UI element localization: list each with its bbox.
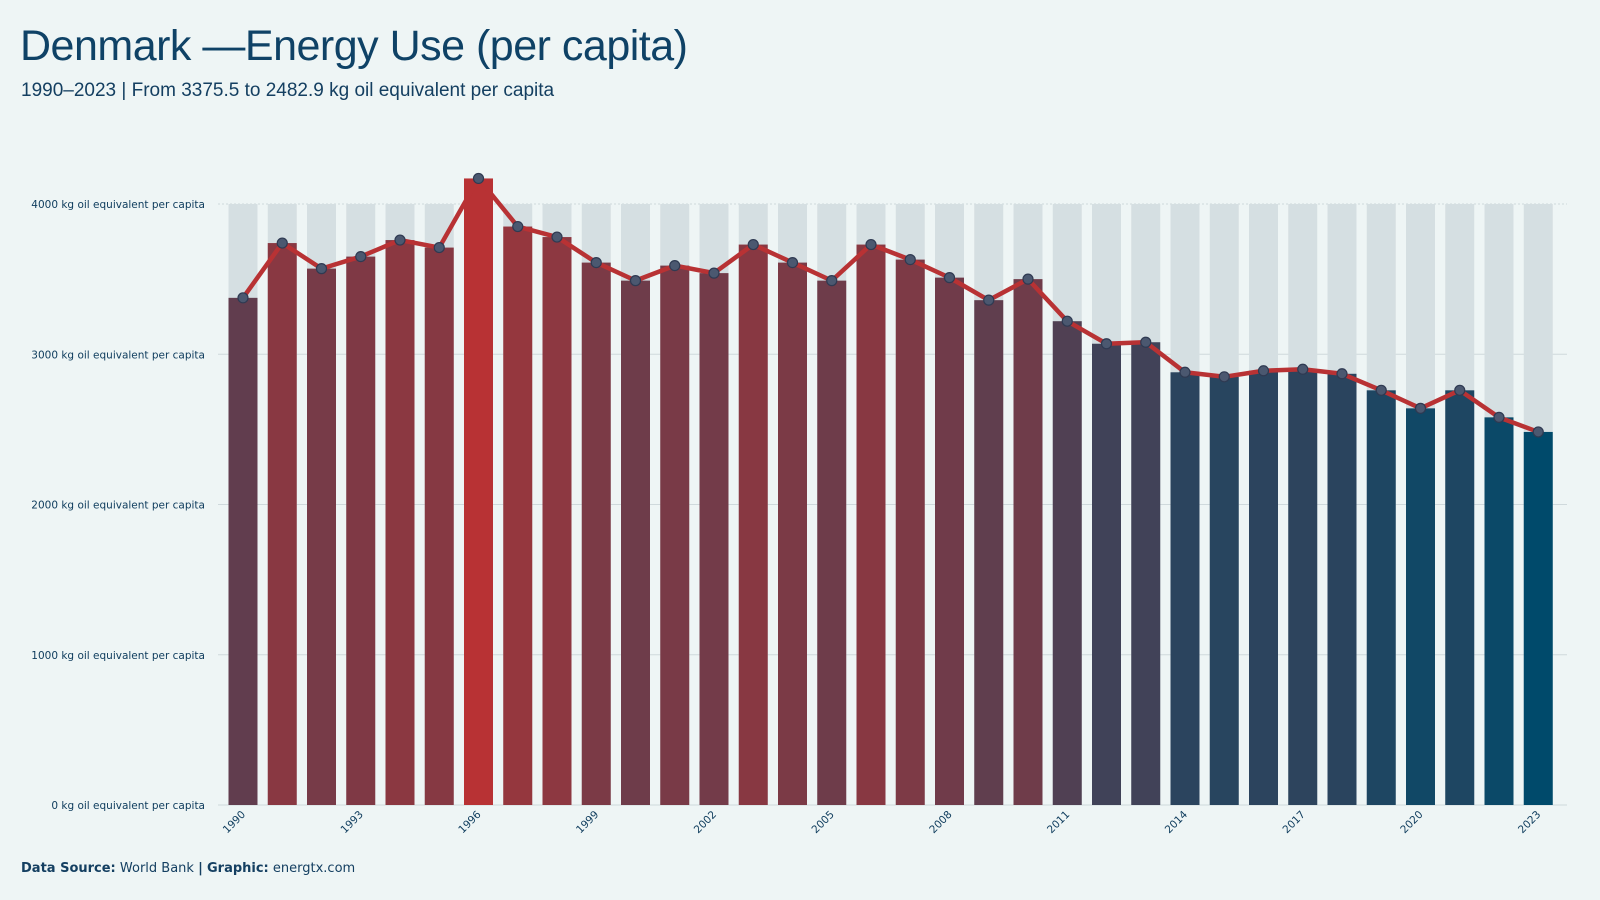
bar-2010 [1013, 279, 1043, 805]
bar-1995 [424, 247, 454, 805]
point-2016 [1257, 365, 1270, 377]
bar-2003 [738, 244, 768, 805]
point-1990 [237, 292, 249, 304]
x-tick-label: 1993 [338, 809, 365, 836]
footer-separator: | [198, 861, 203, 876]
point-2014 [1179, 366, 1191, 378]
bar-1990 [228, 297, 258, 805]
bar-1991 [267, 243, 297, 805]
bar-2020 [1406, 408, 1435, 805]
bar-2009 [974, 300, 1004, 805]
bar-2001 [660, 265, 690, 805]
y-tick-label: 3000 kg oil equivalent per capita [31, 349, 205, 361]
data-source-label: Data Source: [21, 861, 116, 876]
point-2007 [904, 253, 916, 266]
bar-2007 [895, 259, 925, 805]
point-1996 [472, 172, 485, 185]
point-2005 [826, 275, 838, 287]
x-tick-label: 2002 [692, 809, 719, 836]
x-tick-label: 2023 [1516, 809, 1543, 836]
bar-2017 [1288, 369, 1318, 805]
bar-2004 [778, 262, 807, 805]
point-2001 [669, 260, 681, 272]
point-2018 [1336, 368, 1348, 380]
bar-2005 [817, 280, 847, 805]
point-1997 [512, 220, 524, 233]
point-2023 [1532, 426, 1544, 438]
bar-2022 [1484, 417, 1514, 805]
trend-line [240, 176, 1541, 435]
bar-2023 [1523, 431, 1553, 805]
point-2010 [1022, 273, 1034, 285]
graphic-value: energtx.com [272, 861, 356, 876]
bar-2014 [1170, 372, 1200, 805]
bar-1993 [346, 256, 376, 805]
bar-2002 [699, 273, 729, 805]
data-source-value: World Bank [119, 861, 194, 876]
bar-1996 [464, 178, 493, 805]
bar-2018 [1327, 373, 1357, 805]
bar-1994 [385, 240, 415, 805]
bar-1999 [581, 262, 611, 805]
bar-2013 [1131, 342, 1161, 805]
point-1992 [315, 263, 328, 275]
point-1991 [276, 237, 288, 249]
point-2015 [1218, 371, 1230, 383]
point-2011 [1061, 315, 1073, 327]
point-2000 [629, 275, 642, 287]
point-2020 [1414, 402, 1427, 414]
bar-2019 [1366, 390, 1396, 805]
x-tick-label: 2011 [1045, 809, 1072, 836]
point-2013 [1140, 336, 1152, 348]
y-tick-label: 1000 kg oil equivalent per capita [31, 650, 205, 662]
bar-1997 [503, 226, 533, 806]
x-tick-label: 2017 [1280, 809, 1307, 836]
point-1993 [355, 250, 367, 263]
point-2021 [1454, 384, 1466, 396]
point-2022 [1493, 411, 1505, 423]
point-2017 [1297, 363, 1309, 375]
point-2006 [865, 238, 877, 251]
point-2002 [708, 267, 720, 279]
bar-2000 [621, 280, 650, 805]
point-2012 [1100, 338, 1113, 350]
chart-footer: Data Source: World Bank | Graphic: energ… [21, 861, 355, 876]
x-tick-label: 2014 [1163, 808, 1191, 836]
bar-2006 [856, 244, 886, 805]
point-2009 [983, 294, 995, 306]
point-2004 [786, 256, 799, 269]
y-tick-label: 2000 kg oil equivalent per capita [31, 500, 205, 512]
bar-2015 [1209, 376, 1239, 805]
point-2019 [1375, 384, 1387, 396]
y-tick-label: 0 kg oil equivalent per capita [51, 800, 205, 812]
bar-1998 [542, 237, 572, 805]
point-2008 [943, 272, 956, 284]
x-tick-label: 1996 [456, 808, 484, 836]
graphic-label: Graphic: [206, 861, 269, 876]
point-1994 [394, 234, 406, 246]
point-1999 [590, 256, 602, 269]
chart-title: Denmark —Energy Use (per capita) [20, 22, 688, 70]
point-2003 [747, 238, 759, 251]
bar-2021 [1445, 390, 1475, 805]
point-1998 [551, 231, 563, 243]
x-tick-label: 1990 [221, 809, 248, 836]
x-tick-label: 1999 [574, 809, 601, 836]
chart-subtitle: 1990–2023 | From 3375.5 to 2482.9 kg oil… [21, 80, 555, 101]
point-1995 [433, 241, 445, 254]
bar-1992 [307, 268, 336, 805]
bar-2011 [1052, 321, 1082, 805]
x-tick-label: 2005 [809, 809, 836, 836]
bar-2016 [1249, 370, 1278, 805]
bar-2012 [1092, 343, 1121, 805]
y-tick-label: 4000 kg oil equivalent per capita [31, 199, 205, 211]
bar-2008 [935, 277, 964, 805]
x-tick-label: 2020 [1398, 809, 1425, 836]
x-tick-label: 2008 [927, 809, 954, 836]
